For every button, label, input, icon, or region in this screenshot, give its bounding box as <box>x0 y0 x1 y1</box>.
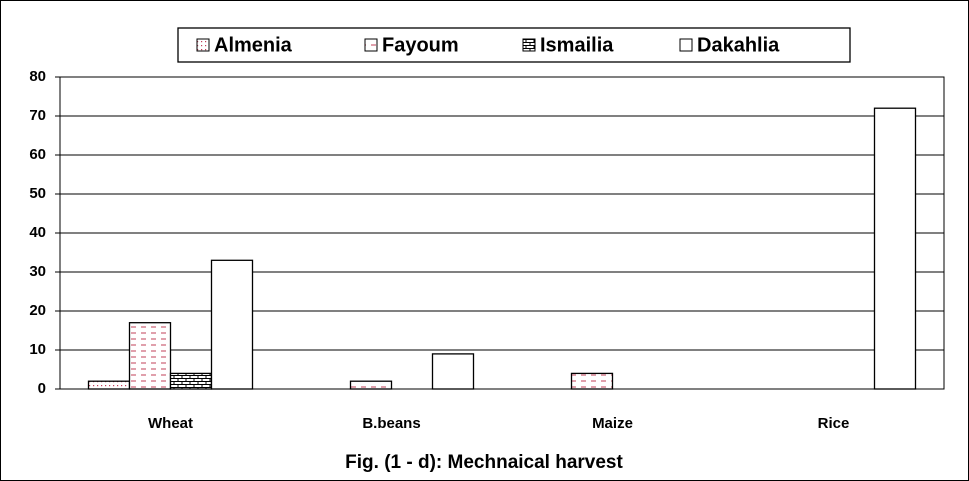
x-tick-label: Maize <box>592 415 633 432</box>
bar <box>873 107 917 390</box>
y-tick-label: 60 <box>29 146 46 163</box>
plot-border <box>59 76 945 390</box>
y-tick-label: 20 <box>29 302 46 319</box>
legend-label: Almenia <box>214 34 293 56</box>
bar <box>349 380 393 390</box>
y-tick-label: 40 <box>29 224 46 241</box>
bar <box>87 380 131 390</box>
legend-box <box>177 27 851 63</box>
y-tick-label: 70 <box>29 107 46 124</box>
x-tick-label: Wheat <box>148 415 193 432</box>
y-tick-label: 50 <box>29 185 46 202</box>
bar <box>570 372 614 390</box>
y-tick-label: 0 <box>38 380 46 397</box>
x-tick-label: Rice <box>818 415 850 432</box>
bar <box>128 322 172 390</box>
bar <box>210 259 254 390</box>
legend-label: Dakahlia <box>697 34 780 56</box>
legend-label: Fayoum <box>382 34 459 56</box>
x-tick-label: B.beans <box>362 415 420 432</box>
chart-title: Fig. (1 - d): Mechnaical harvest <box>345 452 623 473</box>
y-tick-label: 30 <box>29 263 46 280</box>
bar <box>431 353 475 390</box>
legend-swatch <box>364 38 378 52</box>
legend-swatch <box>196 38 210 52</box>
legend-label: Ismailia <box>540 34 614 56</box>
y-tick-label: 80 <box>29 68 46 85</box>
legend-swatch <box>522 38 536 52</box>
legend-swatch <box>679 38 693 52</box>
bar <box>169 372 213 390</box>
y-tick-label: 10 <box>29 341 46 358</box>
